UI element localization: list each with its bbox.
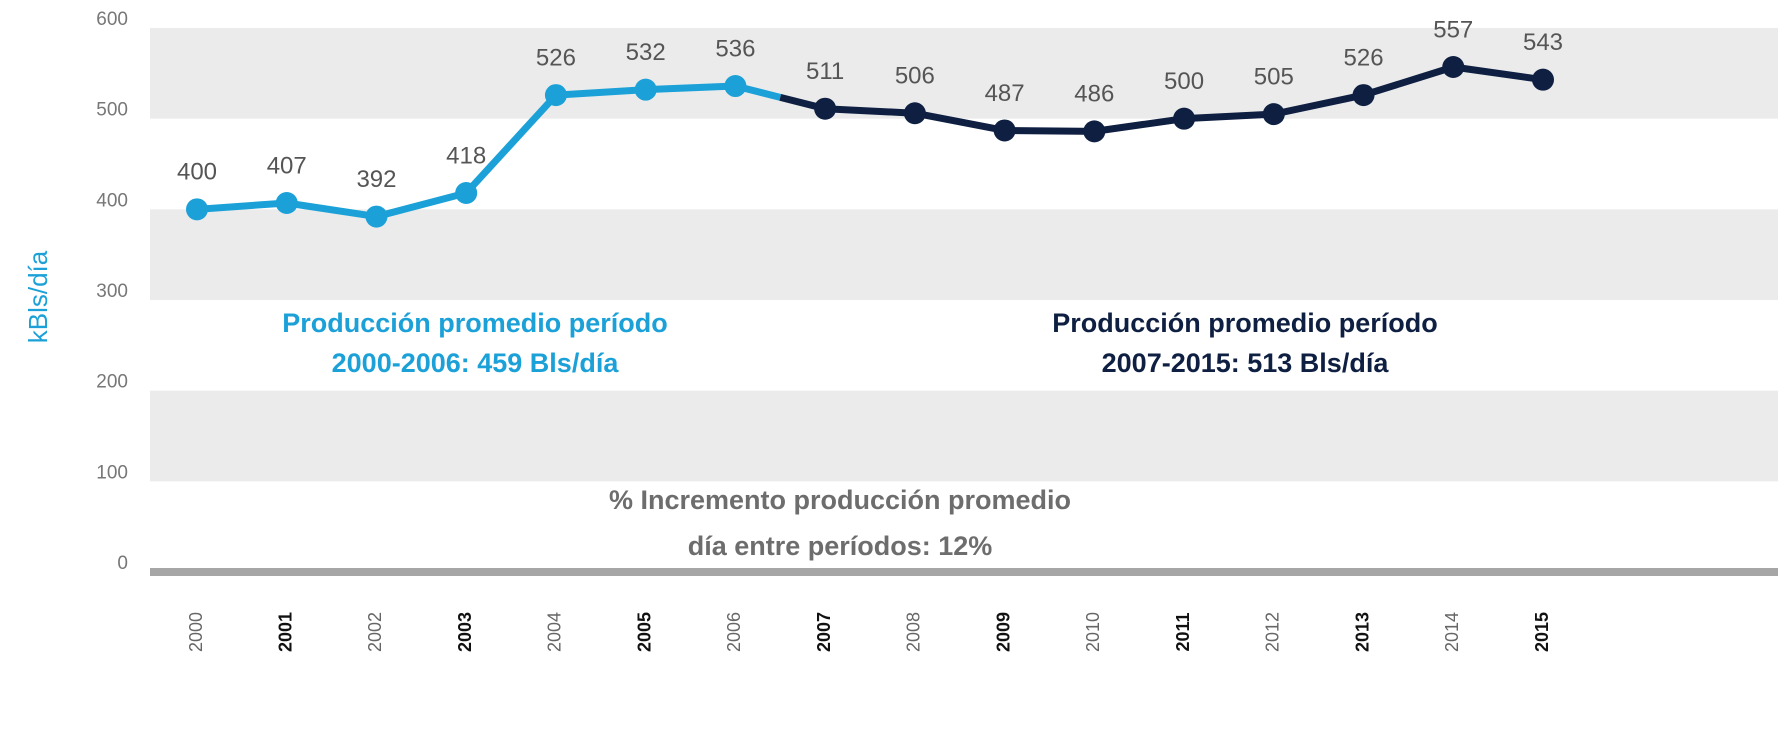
x-tick-label: 2011 xyxy=(1173,612,1193,651)
x-tick-label: 2008 xyxy=(904,612,924,652)
marker xyxy=(993,119,1016,142)
annotations: Producción promedio período 2000-2006: 4… xyxy=(282,308,1438,561)
x-tick-label: 2010 xyxy=(1083,612,1103,652)
x-tick-label: 2003 xyxy=(455,612,475,652)
data-label: 532 xyxy=(626,39,666,66)
data-label: 526 xyxy=(536,44,576,71)
y-tick-label: 0 xyxy=(117,553,128,574)
data-label: 536 xyxy=(715,35,755,62)
marker xyxy=(634,78,657,101)
marker xyxy=(186,198,208,221)
annotation: día entre períodos: 12% xyxy=(688,531,993,561)
marker xyxy=(275,191,298,214)
y-axis-label: kBls/día xyxy=(23,250,53,343)
marker xyxy=(814,97,837,120)
data-label: 407 xyxy=(267,152,307,179)
marker xyxy=(903,102,926,125)
y-tick-label: 500 xyxy=(96,100,128,121)
y-tick-label: 600 xyxy=(96,9,128,30)
x-tick-label: 2014 xyxy=(1442,612,1462,652)
annotation: Producción promedio período xyxy=(282,308,668,338)
marker xyxy=(1262,103,1285,126)
grid-band xyxy=(150,209,1778,300)
y-tick-label: 100 xyxy=(96,462,128,483)
data-label: 400 xyxy=(177,159,217,186)
data-label: 557 xyxy=(1433,16,1473,43)
data-label: 500 xyxy=(1164,68,1204,95)
x-tick-label: 2015 xyxy=(1532,612,1552,652)
marker xyxy=(1173,107,1196,130)
x-tick-label: 2004 xyxy=(545,612,565,652)
grid-band xyxy=(150,390,1778,482)
grid xyxy=(150,28,1778,482)
x-tick-label: 2012 xyxy=(1263,612,1283,652)
data-label: 392 xyxy=(356,166,396,193)
annotation: Producción promedio período xyxy=(1052,308,1438,338)
annotation: 2000-2006: 459 Bls/día xyxy=(332,348,620,378)
marker xyxy=(1532,68,1554,91)
y-tick-label: 400 xyxy=(96,190,128,211)
y-tick-label: 300 xyxy=(96,281,128,302)
x-tick-label: 2001 xyxy=(275,612,295,652)
x-tick-label: 2006 xyxy=(724,612,744,652)
annotation: 2007-2015: 513 Bls/día xyxy=(1102,348,1390,378)
data-label: 418 xyxy=(446,142,486,169)
annotation: % Incremento producción promedio xyxy=(609,485,1071,515)
data-label: 487 xyxy=(985,80,1025,107)
data-label: 486 xyxy=(1074,81,1114,108)
y-tick-label: 200 xyxy=(96,372,128,393)
x-tick-label: 2000 xyxy=(186,612,206,652)
data-label: 511 xyxy=(806,58,844,85)
marker xyxy=(544,84,567,107)
marker xyxy=(724,75,747,98)
marker xyxy=(1442,55,1465,78)
x-tick-label: 2002 xyxy=(365,612,385,652)
data-label: 505 xyxy=(1254,63,1294,90)
x-tick-label: 2007 xyxy=(814,612,834,652)
x-tick-label: 2009 xyxy=(993,612,1013,652)
marker xyxy=(1083,120,1106,143)
marker xyxy=(455,182,478,205)
marker xyxy=(365,205,388,228)
data-label: 506 xyxy=(895,63,935,90)
data-label: 526 xyxy=(1344,44,1384,71)
data-label: 543 xyxy=(1523,29,1563,56)
marker xyxy=(1352,84,1375,107)
x-tick-label: 2005 xyxy=(634,612,654,652)
x-tick-label: 2013 xyxy=(1352,612,1372,652)
